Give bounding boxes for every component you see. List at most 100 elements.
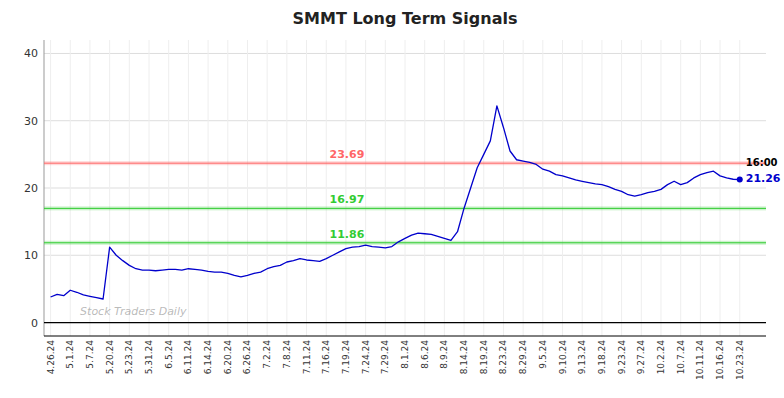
x-tick-label: 9.23.24 xyxy=(617,340,627,375)
x-tick-label: 8.23.24 xyxy=(498,340,508,375)
grid-line xyxy=(503,40,504,336)
grid-line xyxy=(326,40,327,336)
x-tick-label: 9.10.24 xyxy=(558,340,568,375)
x-tick-label: 8.19.24 xyxy=(479,340,489,375)
x-tick-label: 10.23.24 xyxy=(735,340,745,380)
y-tick-label: 30 xyxy=(24,115,38,128)
grid-line xyxy=(385,40,386,336)
grid-line xyxy=(444,40,445,336)
y-axis-line xyxy=(44,40,45,336)
grid-line xyxy=(247,40,248,336)
y-axis: 0 10 20 30 40 xyxy=(24,40,44,336)
x-tick-label: 8.9.24 xyxy=(439,340,449,369)
grid-line xyxy=(720,40,721,336)
reference-label: 16.97 xyxy=(330,193,365,206)
grid-line xyxy=(562,40,563,336)
x-tick-label: 10.11.24 xyxy=(695,340,705,380)
x-axis: 4.26.24 5.1.24 5.7.24 5.20.24 5.23.24 5.31.24… xyxy=(44,336,766,380)
x-tick-label: 6.20.24 xyxy=(223,340,233,375)
x-tick-label: 7.24.24 xyxy=(361,340,371,375)
grid-line xyxy=(227,40,228,336)
reference-band xyxy=(44,161,766,165)
grid-line xyxy=(109,40,110,336)
grid-line xyxy=(621,40,622,336)
x-tick-label: 7.11.24 xyxy=(302,340,312,375)
x-tick-label: 10.16.24 xyxy=(715,340,725,380)
grid-line xyxy=(44,322,766,323)
grid-line xyxy=(168,40,169,336)
grid-line xyxy=(424,40,425,336)
grid-line xyxy=(149,40,150,336)
x-tick-label: 9.18.24 xyxy=(597,340,607,375)
grid-line xyxy=(660,40,661,336)
x-tick-label: 5.20.24 xyxy=(105,340,115,375)
reference-band xyxy=(44,206,766,210)
grid-line xyxy=(700,40,701,336)
grid-line xyxy=(739,40,740,336)
x-tick-label: 7.19.24 xyxy=(341,340,351,375)
x-tick-label: 8.6.24 xyxy=(420,340,430,369)
grid-line xyxy=(483,40,484,336)
grid-line xyxy=(365,40,366,336)
last-dot xyxy=(737,177,743,183)
reference-label: 11.86 xyxy=(330,228,365,241)
x-tick-label: 8.29.24 xyxy=(518,340,528,375)
reference-line xyxy=(44,208,766,209)
x-tick-label: 6.5.24 xyxy=(164,340,174,369)
grid-line xyxy=(680,40,681,336)
grid-line xyxy=(267,40,268,336)
x-tick-label: 6.26.24 xyxy=(242,340,252,375)
last-value-label: 21.26 xyxy=(746,172,781,185)
x-tick-label: 10.7.24 xyxy=(676,340,686,375)
x-tick-label: 5.31.24 xyxy=(144,340,154,375)
x-axis-line xyxy=(44,336,766,337)
reference-line xyxy=(44,242,766,243)
grid-line xyxy=(464,40,465,336)
reference-line xyxy=(44,163,766,164)
x-tick-label: 6.11.24 xyxy=(183,340,193,375)
x-tick-label: 9.5.24 xyxy=(538,340,548,369)
grid-line xyxy=(345,40,346,336)
grid-line xyxy=(70,40,71,336)
x-tick-label: 5.23.24 xyxy=(124,340,134,375)
grid-line xyxy=(286,40,287,336)
last-label: 16:00 xyxy=(746,157,778,168)
grid-line xyxy=(89,40,90,336)
grid-line xyxy=(129,40,130,336)
x-tick-label: 8.1.24 xyxy=(400,340,410,369)
grid-line xyxy=(50,40,51,336)
watermark: Stock Traders Daily xyxy=(80,305,187,318)
y-tick-label: 0 xyxy=(31,317,38,330)
x-tick-label: 9.13.24 xyxy=(577,340,587,375)
x-tick-label: 9.27.24 xyxy=(636,340,646,375)
x-tick-label: 5.7.24 xyxy=(85,340,95,369)
x-tick-label: 10.2.24 xyxy=(656,340,666,375)
x-tick-label: 5.1.24 xyxy=(65,340,75,369)
price-line xyxy=(51,106,740,299)
title: SMMT Long Term Signals xyxy=(293,9,518,28)
y-tick-label: 20 xyxy=(24,182,38,195)
grid-line xyxy=(601,40,602,336)
reference-band xyxy=(44,241,766,245)
grid-line xyxy=(208,40,209,336)
y-tick-label: 40 xyxy=(24,47,38,60)
x-tick-label: 7.2.24 xyxy=(262,340,272,369)
grid-line xyxy=(405,40,406,336)
annotations: 23.69 16.97 11.86 16:00 21.26 Stock Traders D… xyxy=(80,148,781,318)
grid-line xyxy=(542,40,543,336)
x-tick-label: 7.16.24 xyxy=(321,340,331,375)
plot-area xyxy=(44,106,766,323)
grid xyxy=(44,40,766,336)
reference-label: 23.69 xyxy=(330,148,365,161)
grid-line xyxy=(523,40,524,336)
chart: SMMT Long Term Signals 0 10 20 30 40 4.26.24 5.… xyxy=(0,0,784,398)
x-tick-label: 4.26.24 xyxy=(46,340,56,375)
grid-line xyxy=(641,40,642,336)
x-tick-label: 6.14.24 xyxy=(203,340,213,375)
x-tick-label: 8.14.24 xyxy=(459,340,469,375)
x-tick-label: 7.8.24 xyxy=(282,340,292,369)
baseline xyxy=(44,322,766,323)
grid-line xyxy=(306,40,307,336)
y-tick-label: 10 xyxy=(24,249,38,262)
grid-line xyxy=(582,40,583,336)
